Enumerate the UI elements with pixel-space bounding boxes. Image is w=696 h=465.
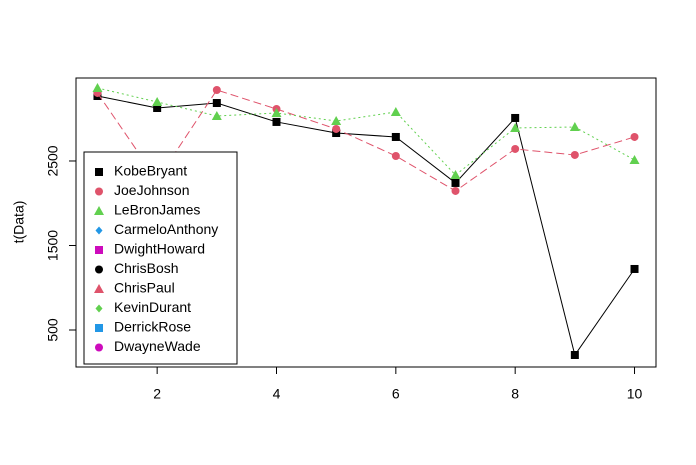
- series-line: [97, 95, 635, 357]
- data-point: [153, 103, 162, 112]
- data-point: [511, 113, 520, 122]
- data-point: [570, 150, 579, 159]
- legend-label: DwightHoward: [114, 241, 205, 257]
- data-point: [332, 129, 341, 138]
- data-point: [391, 132, 400, 141]
- series-line: [97, 87, 635, 176]
- legend-marker: [95, 246, 103, 254]
- data-point: [569, 122, 580, 132]
- x-tick-label: 6: [392, 386, 400, 402]
- y-tick-label: 2500: [45, 145, 61, 176]
- legend-marker: [95, 304, 103, 313]
- data-point: [212, 99, 221, 108]
- legend-marker: [95, 343, 103, 352]
- series-line: [97, 89, 635, 192]
- data-point: [451, 178, 460, 187]
- legend-marker: [94, 284, 104, 293]
- x-tick-label: 4: [273, 386, 281, 402]
- legend-label: CarmeloAnthony: [114, 221, 218, 237]
- y-tick-label: 500: [45, 318, 61, 342]
- y-axis-label: t(Data): [11, 201, 27, 244]
- data-point: [212, 85, 221, 94]
- legend-label: LeBronJames: [114, 202, 200, 218]
- legend-marker: [95, 187, 103, 196]
- legend-marker: [94, 206, 104, 215]
- x-tick-label: 2: [153, 386, 161, 402]
- legend-marker: [95, 226, 103, 235]
- data-point: [390, 106, 401, 116]
- data-point: [570, 351, 579, 360]
- legend-marker: [95, 324, 103, 332]
- legend-marker: [95, 168, 103, 176]
- legend-label: KobeBryant: [114, 163, 187, 179]
- data-point: [152, 96, 163, 106]
- data-point: [271, 107, 282, 117]
- plot-box: [75, 77, 657, 368]
- data-point: [630, 132, 639, 141]
- data-point: [211, 110, 222, 120]
- y-tick-label: 1500: [45, 230, 61, 261]
- data-point: [272, 117, 281, 126]
- data-point: [450, 170, 461, 180]
- data-point: [391, 151, 400, 160]
- data-point: [511, 144, 520, 153]
- legend-label: DwayneWade: [114, 338, 201, 354]
- data-point: [630, 264, 639, 273]
- legend-label: ChrisPaul: [114, 280, 175, 296]
- legend-label: KevinDurant: [114, 299, 191, 315]
- x-tick-label: 8: [511, 386, 519, 402]
- legend-box: [83, 151, 238, 365]
- data-point: [331, 116, 342, 126]
- data-point: [92, 82, 103, 92]
- data-point: [629, 154, 640, 164]
- data-point: [510, 122, 521, 132]
- legend-marker: [95, 265, 103, 274]
- legend-label: JoeJohnson: [114, 182, 190, 198]
- data-point: [451, 186, 460, 195]
- data-point: [332, 124, 341, 133]
- x-tick-label: 10: [627, 386, 643, 402]
- legend-label: ChrisBosh: [114, 260, 179, 276]
- legend-label: DerrickRose: [114, 319, 191, 335]
